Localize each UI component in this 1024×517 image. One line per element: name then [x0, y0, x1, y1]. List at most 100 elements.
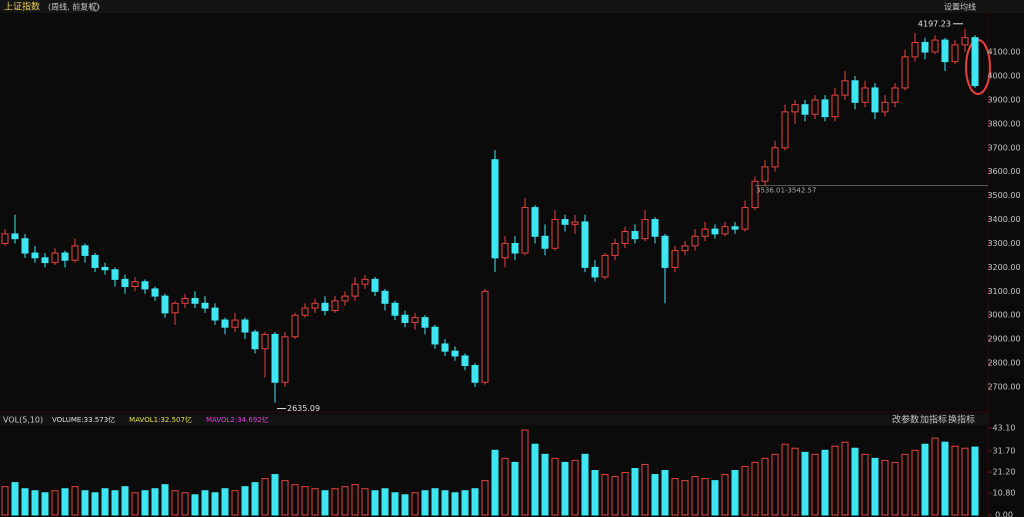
- volume-bar: [521, 429, 529, 516]
- volume-bar: [481, 480, 489, 516]
- min-label: 2635.09: [287, 404, 320, 413]
- candle-body: [941, 39, 949, 63]
- volume-bar: [381, 488, 389, 516]
- candle-body: [841, 80, 849, 96]
- volume-bar: [891, 461, 899, 516]
- candle-body: [11, 233, 19, 240]
- candle-body: [391, 302, 399, 316]
- volume-bar: [321, 490, 329, 516]
- volume-bar: [61, 488, 69, 516]
- y-tick-label: 2700.00: [987, 383, 1020, 392]
- candle-body: [781, 111, 789, 149]
- volume-bar: [841, 441, 849, 516]
- candle-body: [951, 44, 959, 63]
- settings-button[interactable]: 设置均线: [944, 2, 976, 12]
- volume-bar: [311, 488, 319, 516]
- volume-bar: [471, 488, 479, 516]
- volume-bar: [291, 484, 299, 516]
- y-tick-label: 31.70: [993, 446, 1016, 455]
- candle-body: [231, 319, 239, 328]
- candle-body: [641, 219, 649, 240]
- volume-bar: [391, 492, 399, 516]
- volume-bar: [701, 478, 709, 516]
- volume-bar: [1, 486, 9, 516]
- volume-bar: [121, 486, 129, 516]
- candle-body: [291, 314, 299, 338]
- candle-body: [181, 297, 189, 304]
- candle-body: [881, 101, 889, 113]
- candle-body: [871, 87, 879, 113]
- volume-bar: [871, 457, 879, 516]
- candle-body: [861, 87, 869, 103]
- y-tick-label: 21.20: [993, 468, 1016, 477]
- volume-bar: [551, 457, 559, 516]
- candle-body: [731, 226, 739, 230]
- candle-body: [851, 80, 859, 103]
- candle-body: [151, 288, 159, 297]
- y-tick-label: 43.10: [993, 423, 1016, 432]
- volume-bar: [681, 480, 689, 516]
- candle-body: [921, 41, 929, 53]
- volume-bar: [851, 447, 859, 516]
- settings-icon[interactable]: [90, 2, 100, 12]
- volume-bar: [811, 453, 819, 516]
- candle-body: [141, 281, 149, 290]
- candle-body: [901, 56, 909, 89]
- volume-bar: [301, 486, 309, 516]
- candle-body: [301, 307, 309, 316]
- volume-bar: [911, 449, 919, 516]
- volume-bar: [651, 474, 659, 516]
- volume-bar: [351, 484, 359, 516]
- candle-body: [891, 87, 899, 103]
- candle-body: [401, 314, 409, 323]
- volume-bar: [541, 453, 549, 516]
- y-tick-label: 3100.00: [987, 287, 1020, 296]
- y-tick-label: 3700.00: [987, 143, 1020, 152]
- candle-body: [321, 302, 329, 311]
- candle-body: [801, 104, 809, 115]
- volume-bar: [41, 492, 49, 516]
- candle-body: [131, 281, 139, 288]
- volume-bar: [601, 474, 609, 516]
- volume-bar: [771, 453, 779, 516]
- candle-body: [551, 219, 559, 249]
- volume-bar: [461, 490, 469, 516]
- candle-body: [191, 297, 199, 304]
- candle-body: [811, 99, 819, 115]
- candle-body: [331, 300, 339, 311]
- volume-bar: [271, 474, 279, 516]
- volume-bar: [791, 447, 799, 516]
- candle-body: [631, 231, 639, 240]
- candle-body: [251, 331, 259, 350]
- volume-bar: [141, 490, 149, 516]
- volume-bar: [561, 461, 569, 516]
- y-tick-label: 3000.00: [987, 311, 1020, 320]
- candle-body: [271, 333, 279, 383]
- candle-body: [481, 290, 489, 383]
- candle-body: [771, 147, 779, 168]
- indicator-button[interactable]: 改参数: [892, 414, 919, 426]
- y-tick-label: 3800.00: [987, 119, 1020, 128]
- volume-bar: [191, 494, 199, 516]
- candle-body: [651, 219, 659, 237]
- y-tick-label: 3600.00: [987, 167, 1020, 176]
- candle-body: [971, 37, 979, 87]
- candle-body: [761, 166, 769, 182]
- indicator-button[interactable]: 加指标: [920, 414, 947, 426]
- indicator-button[interactable]: 换指标: [948, 414, 975, 426]
- candle-body: [911, 41, 919, 58]
- chart-subtitle: (周线, 前复权): [48, 2, 99, 12]
- candle-body: [341, 295, 349, 302]
- volume-bar: [81, 490, 89, 516]
- max-label: 4197.23: [918, 19, 951, 28]
- candle-body: [411, 317, 419, 323]
- candle-body: [681, 245, 689, 252]
- candle-body: [361, 278, 369, 285]
- volume-bar: [211, 492, 219, 516]
- volume-bar: [951, 445, 959, 516]
- volume-bar: [151, 488, 159, 516]
- candle-body: [201, 302, 209, 309]
- legend-entry: MAVOL2:34.692亿: [206, 415, 269, 424]
